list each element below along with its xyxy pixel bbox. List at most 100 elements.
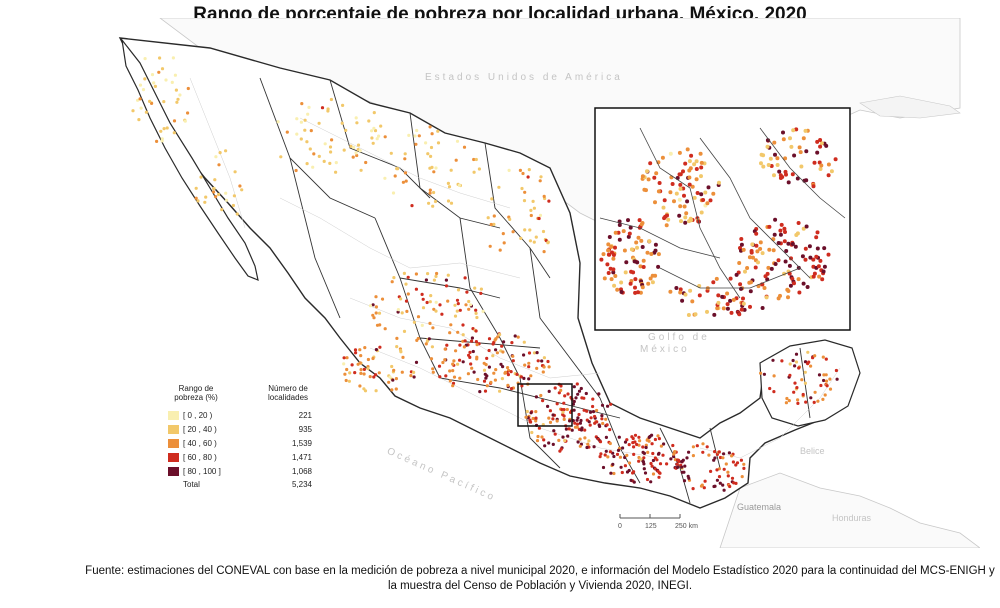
locality-dot <box>712 484 716 489</box>
locality-dot <box>467 307 471 311</box>
locality-dot <box>794 352 799 356</box>
inset-locality-dot <box>695 191 700 195</box>
locality-dot <box>379 124 383 128</box>
locality-dot <box>494 337 498 341</box>
inset-locality-dot <box>795 176 800 181</box>
legend-total-count: 5,234 <box>291 479 312 489</box>
inset-locality-dot <box>685 147 690 152</box>
source-note: Fuente: estimaciones del CONEVAL con bas… <box>85 565 995 592</box>
locality-dot <box>598 455 602 459</box>
inset-locality-dot <box>617 223 622 227</box>
locality-dot <box>370 129 374 133</box>
locality-dot <box>374 373 378 377</box>
locality-dot <box>470 336 474 340</box>
inset-locality-dot <box>668 151 673 156</box>
inset-locality-dot <box>731 297 736 302</box>
locality-dot <box>457 183 461 187</box>
locality-dot <box>454 158 458 162</box>
locality-dot <box>604 435 608 439</box>
inset-locality-dot <box>637 218 642 223</box>
locality-dot <box>793 381 797 385</box>
locality-dot <box>451 369 455 373</box>
locality-dot <box>657 437 662 441</box>
locality-dot <box>824 373 828 377</box>
inset-locality-dot <box>705 309 709 314</box>
inset-locality-dot <box>678 287 683 292</box>
locality-dot <box>344 128 348 132</box>
locality-dot <box>349 144 353 148</box>
locality-dot <box>345 356 349 360</box>
locality-dot <box>535 439 540 443</box>
locality-dot <box>383 327 387 331</box>
inset-locality-dot <box>666 217 671 222</box>
locality-dot <box>402 329 407 333</box>
locality-dot <box>461 333 465 337</box>
inset-locality-dot <box>776 258 781 263</box>
locality-dot <box>359 371 363 375</box>
inset-locality-dot <box>609 277 614 282</box>
locality-dot <box>578 421 582 425</box>
locality-dot <box>403 171 408 175</box>
locality-dot <box>588 410 593 414</box>
locality-dot <box>795 386 799 390</box>
locality-dot <box>542 194 546 198</box>
inset-locality-dot <box>749 250 754 255</box>
locality-dot <box>340 121 344 125</box>
locality-dot <box>362 367 366 371</box>
guatemala-label: Guatemala <box>737 502 781 512</box>
locality-dot <box>631 471 635 475</box>
locality-dot <box>392 276 396 280</box>
inset-locality-dot <box>738 282 743 287</box>
inset-locality-dot <box>706 185 711 190</box>
locality-dot <box>153 84 157 88</box>
locality-dot <box>482 368 487 372</box>
locality-dot <box>214 155 218 159</box>
inset-locality-dot <box>790 172 795 177</box>
locality-dot <box>196 199 200 203</box>
locality-dot <box>823 393 827 397</box>
locality-dot <box>409 374 413 378</box>
locality-dot <box>405 309 409 313</box>
locality-dot <box>493 378 497 382</box>
locality-dot <box>685 456 689 460</box>
locality-dot <box>217 192 221 197</box>
locality-dot <box>540 359 544 363</box>
inset-locality-dot <box>739 237 744 241</box>
inset-locality-dot <box>717 180 721 185</box>
locality-dot <box>637 459 641 463</box>
locality-dot <box>294 168 298 173</box>
locality-dot <box>520 186 524 191</box>
locality-dot <box>395 336 399 340</box>
inset-locality-dot <box>808 255 813 260</box>
locality-dot <box>598 424 602 428</box>
locality-dot <box>362 387 366 391</box>
locality-dot <box>334 161 338 165</box>
locality-dot <box>620 470 624 475</box>
inset-locality-dot <box>826 173 831 178</box>
inset-locality-dot <box>763 274 768 279</box>
locality-dot <box>435 271 439 276</box>
locality-dot <box>639 457 643 461</box>
locality-dot <box>343 372 347 376</box>
locality-dot <box>518 168 522 172</box>
locality-dot <box>303 118 307 122</box>
locality-dot <box>726 474 730 478</box>
legend-row: [ 60 , 80 ) 1,471 <box>168 450 318 464</box>
inset-locality-dot <box>781 130 785 135</box>
inset-locality-dot <box>698 151 703 156</box>
locality-dot <box>718 481 722 485</box>
locality-dot <box>551 413 555 417</box>
locality-dot <box>390 280 394 284</box>
inset-locality-dot <box>627 231 632 236</box>
locality-dot <box>515 372 519 376</box>
locality-dot <box>462 145 467 149</box>
inset-locality-dot <box>826 162 831 167</box>
locality-dot <box>658 462 663 466</box>
legend-count: 221 <box>298 410 312 420</box>
inset-locality-dot <box>773 152 777 157</box>
locality-dot <box>498 333 502 337</box>
inset-locality-dot <box>771 237 776 242</box>
locality-dot <box>489 380 493 384</box>
inset-locality-dot <box>769 266 774 271</box>
inset-locality-dot <box>690 184 695 189</box>
